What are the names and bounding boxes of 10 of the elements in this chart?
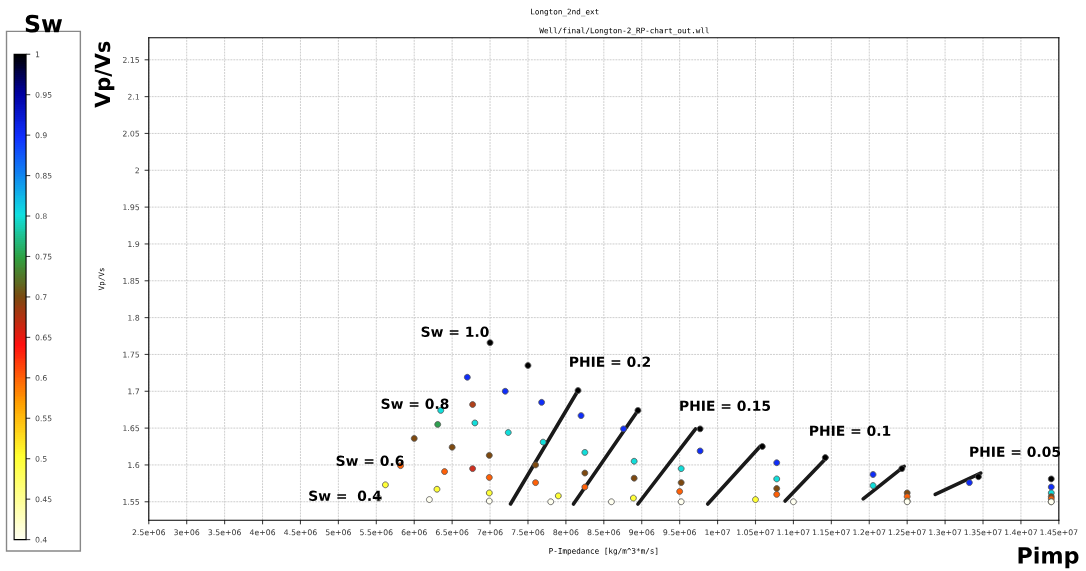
text: Pimp	[1018, 546, 1079, 569]
annotation: Sw = 1.0	[421, 326, 489, 338]
annotation: Sw = 0.8	[381, 398, 449, 410]
color-bar-title: Sw	[25, 14, 63, 33]
annotation: Sw = 0.6	[336, 455, 404, 467]
text: Vp/Vs	[94, 41, 115, 108]
annotation: PHIE = 0.1	[810, 425, 891, 437]
annotation: PHIE = 0.15	[680, 400, 771, 412]
annotation: Sw = 0.4	[309, 490, 382, 502]
annotation: PHIE = 0.2	[570, 356, 650, 368]
